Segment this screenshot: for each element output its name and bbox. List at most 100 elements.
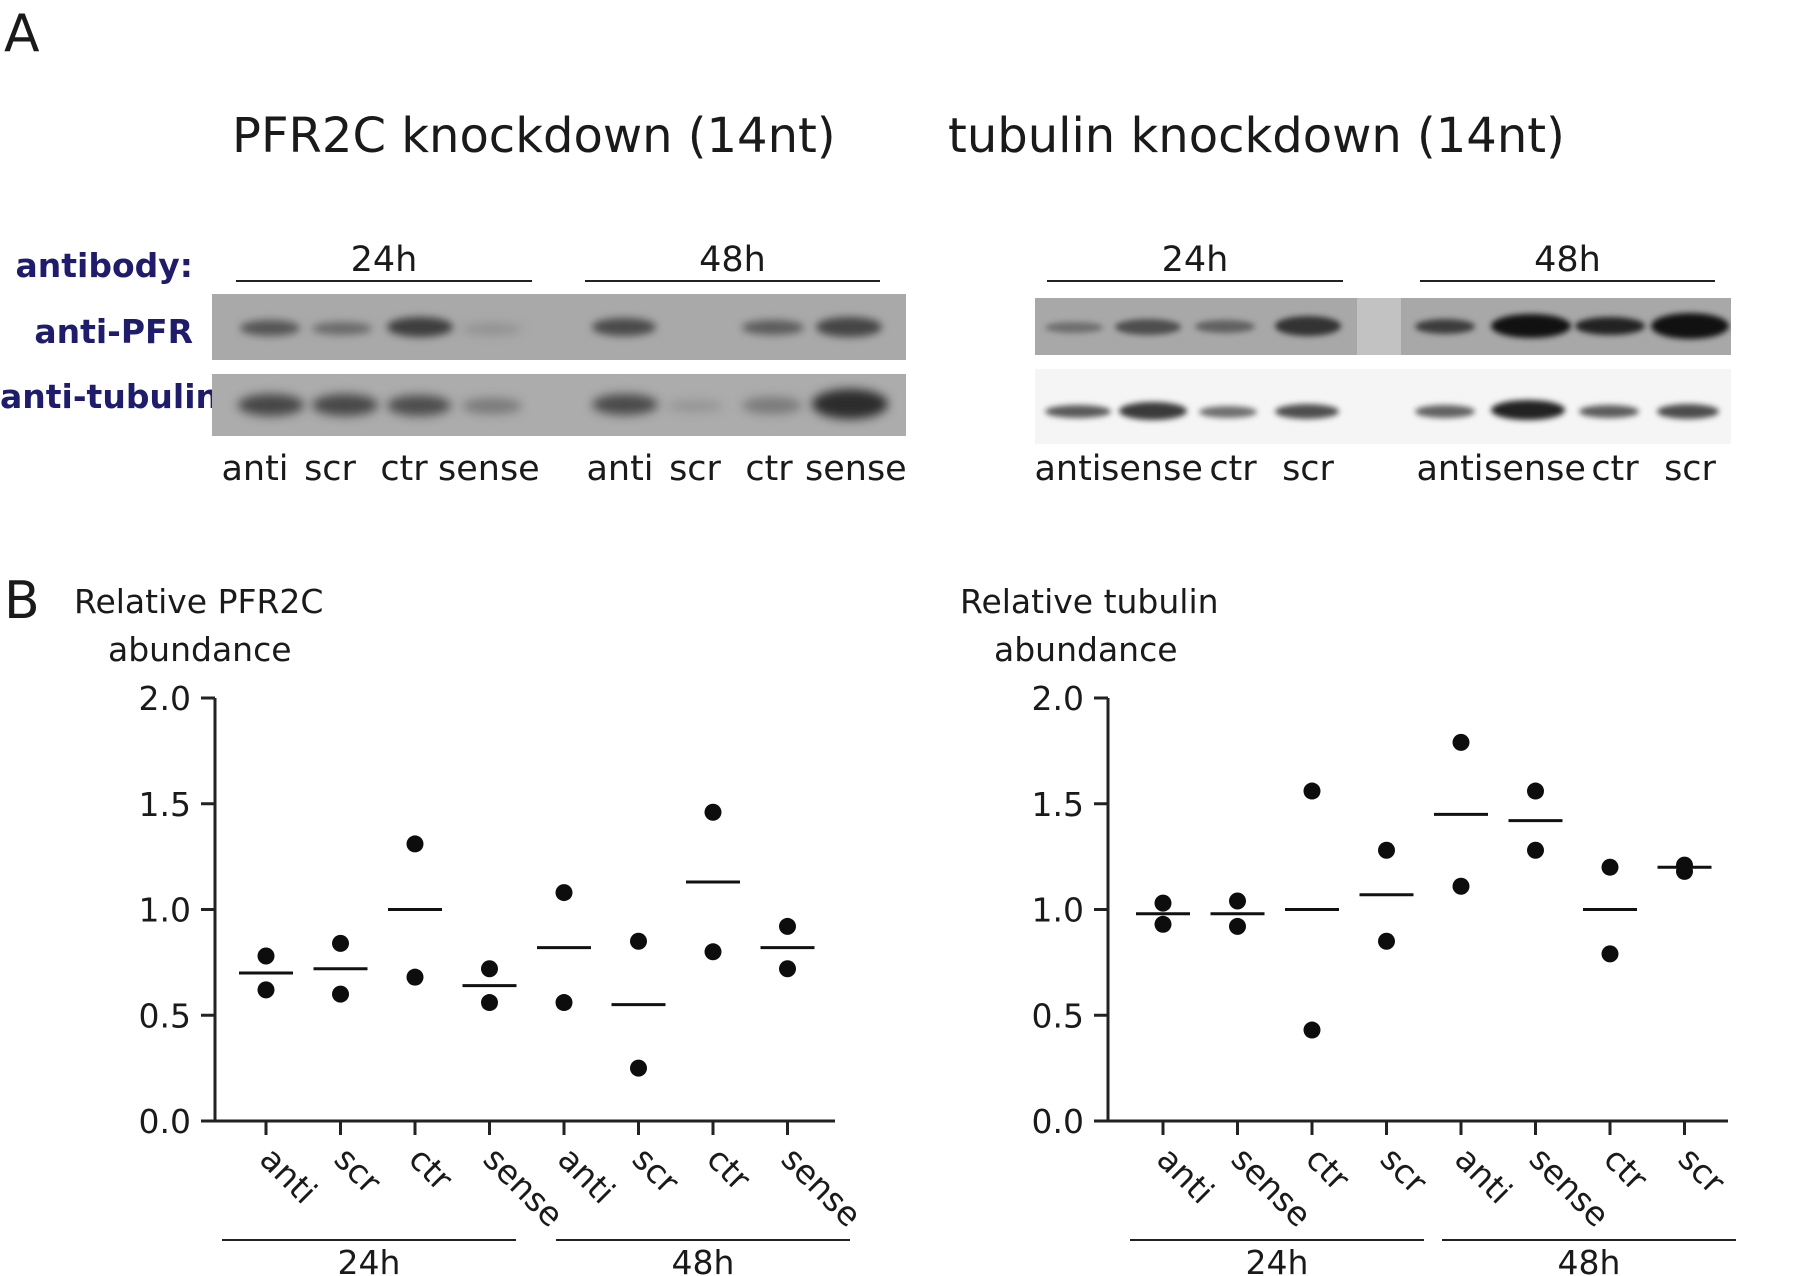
chart1-data-point xyxy=(704,943,722,961)
chart1-ylabel: Relative PFR2C abundance xyxy=(74,578,323,674)
chart2-x-tick-label: ctr xyxy=(1298,1139,1357,1198)
chart2-data-point xyxy=(1229,917,1246,935)
chart1-y-tick-label: 2.0 xyxy=(139,679,191,718)
chart1-x-tick-label: ctr xyxy=(699,1139,758,1198)
chart2-x-tick-label: anti xyxy=(1447,1139,1519,1211)
chart2-x-tick-label: ctr xyxy=(1596,1139,1655,1198)
chart2-group-label: 48h xyxy=(1558,1243,1621,1276)
chart1-data-point xyxy=(704,803,722,821)
chart1-data-point xyxy=(257,981,275,999)
panel-a-letter: A xyxy=(4,4,40,64)
blot1-lane-7: ctr xyxy=(745,449,793,489)
chart1-y-tick-label: 0.0 xyxy=(139,1102,191,1141)
chart1-y-tick-label: 1.5 xyxy=(139,785,191,824)
chart2-data-point xyxy=(1527,841,1544,859)
chart1-ylabel-line1: Relative PFR2C xyxy=(74,582,324,621)
blot2-lane-2: sense xyxy=(1101,449,1203,489)
chart1-x-tick-label: scr xyxy=(327,1139,389,1201)
blot2-timepoint-48h: 48h xyxy=(1534,240,1601,280)
chart1-x-tick-label: sense xyxy=(774,1139,869,1234)
chart1-group-label: 24h xyxy=(338,1243,401,1276)
blot-title-tubulin: tubulin knockdown (14nt) xyxy=(948,108,1565,164)
blot2-lane-7: ctr xyxy=(1591,449,1639,489)
chart2-y-tick-label: 1.0 xyxy=(1032,891,1084,930)
chart1-y-tick-label: 0.5 xyxy=(139,996,191,1035)
chart2-data-point xyxy=(1154,915,1172,933)
chart1-data-point xyxy=(332,985,349,1003)
blot2-lane-1: anti xyxy=(1034,449,1102,489)
chart2-y-tick-label: 0.0 xyxy=(1032,1102,1084,1141)
panel-b-letter: B xyxy=(4,571,40,631)
chart2-data-point xyxy=(1452,877,1470,895)
chart1-data-point xyxy=(406,835,424,853)
chart1-data-point xyxy=(481,960,498,978)
chart2-ylabel-line2: abundance xyxy=(994,629,1178,669)
chart1-x-tick-label: ctr xyxy=(401,1139,460,1198)
blot1-group-line-48h xyxy=(585,280,880,282)
blot2-group-line-48h xyxy=(1420,280,1715,282)
chart2-x-tick-label: scr xyxy=(1373,1139,1435,1201)
chart2-y-tick-label: 2.0 xyxy=(1032,679,1084,718)
chart2-y-tick-label: 1.5 xyxy=(1032,785,1084,824)
blot1-anti-pfr-strip xyxy=(212,294,906,360)
chart1-data-point xyxy=(555,884,573,902)
blot2-lane-3: ctr xyxy=(1209,449,1257,489)
chart2-x-tick-label: sense xyxy=(1522,1139,1617,1234)
blot1-lane-6: scr xyxy=(669,449,721,489)
blot2-group-line-24h xyxy=(1047,280,1343,282)
chart1-data-point xyxy=(630,932,647,950)
chart1-data-point xyxy=(630,1059,647,1077)
antibody-label-anti-pfr: anti-PFR xyxy=(34,312,193,351)
blot2-timepoint-24h: 24h xyxy=(1161,240,1229,280)
chart1-group-label: 48h xyxy=(672,1243,735,1276)
chart1-data-point xyxy=(332,934,349,952)
blot1-anti-tubulin-strip xyxy=(212,374,906,436)
blot2-lane-4: scr xyxy=(1282,449,1334,489)
chart2-data-point xyxy=(1378,932,1395,950)
chart2-data-point xyxy=(1303,1021,1321,1039)
chart2-ylabel: Relative tubulin abundance xyxy=(960,578,1219,674)
blot2-anti-tubulin-strip xyxy=(1035,369,1731,444)
chart2-x-tick-label: sense xyxy=(1224,1139,1319,1234)
chart1-data-point xyxy=(481,994,498,1012)
chart1-data-point xyxy=(257,947,275,965)
blot1-lane-8: sense xyxy=(805,449,907,489)
blot2-anti-pfr-strip xyxy=(1035,298,1731,355)
blot1-lane-1: anti xyxy=(221,449,289,489)
blot2-lane-6: sense xyxy=(1484,449,1586,489)
chart2-data-point xyxy=(1154,894,1172,912)
chart2-data-point xyxy=(1378,841,1395,859)
chart1-data-point xyxy=(779,960,796,978)
chart1-x-tick-label: sense xyxy=(476,1139,571,1234)
chart2-data-point xyxy=(1527,782,1544,800)
chart2-data-point xyxy=(1676,856,1693,874)
chart2-data-point xyxy=(1601,858,1619,876)
chart1-x-tick-label: anti xyxy=(252,1139,324,1211)
chart2-data-point xyxy=(1303,782,1321,800)
blot2-lane-5: anti xyxy=(1416,449,1484,489)
chart2-data-point xyxy=(1452,733,1470,751)
chart2-data-point xyxy=(1229,892,1246,910)
chart2-group-label: 24h xyxy=(1246,1243,1309,1276)
chart1-y-tick-label: 1.0 xyxy=(139,891,191,930)
chart1-ylabel-line2: abundance xyxy=(108,629,292,669)
chart2-data-point xyxy=(1601,945,1619,963)
chart1-data-point xyxy=(779,917,796,935)
chart1-data-point xyxy=(406,968,424,986)
blot1-lane-2: scr xyxy=(304,449,356,489)
chart2-y-tick-label: 0.5 xyxy=(1032,996,1084,1035)
blot1-lane-4: sense xyxy=(438,449,540,489)
chart1-x-tick-label: scr xyxy=(625,1139,687,1201)
blot1-timepoint-48h: 48h xyxy=(699,240,766,280)
blot1-lane-3: ctr xyxy=(380,449,428,489)
blot1-lane-5: anti xyxy=(586,449,654,489)
antibody-header: antibody: xyxy=(15,246,193,285)
chart2-x-tick-label: scr xyxy=(1671,1139,1733,1201)
blot1-timepoint-24h: 24h xyxy=(350,240,418,280)
antibody-label-anti-tubulin: anti-tubulin xyxy=(0,377,220,416)
chart1-data-point xyxy=(555,994,573,1012)
blot2-lane-8: scr xyxy=(1664,449,1716,489)
chart2-ylabel-line1: Relative tubulin xyxy=(960,582,1219,621)
blot1-group-line-24h xyxy=(236,280,532,282)
